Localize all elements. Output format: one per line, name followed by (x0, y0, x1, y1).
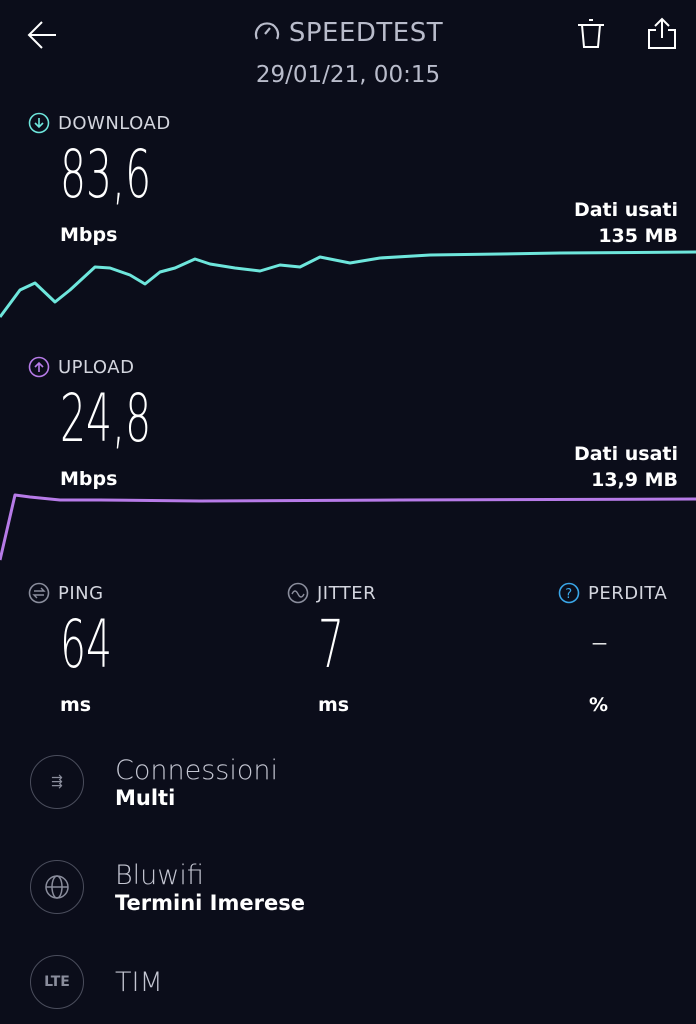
jitter-value: 7 (318, 606, 345, 683)
upload-line (0, 493, 696, 561)
back-button[interactable] (26, 18, 60, 56)
speedometer-icon (254, 22, 279, 40)
help-icon[interactable]: ? (558, 582, 580, 604)
upload-label: UPLOAD (28, 356, 134, 378)
download-icon (28, 112, 50, 134)
loss-unit: % (589, 694, 609, 716)
app-title: SPEEDTEST (0, 18, 696, 48)
loss-value: – (591, 622, 608, 662)
test-date: 29/01/21, 00:15 (255, 62, 441, 88)
download-value: 83,6 (60, 136, 152, 213)
upload-data-used: Dati usati 13,9 MB (573, 443, 678, 491)
upload-icon (28, 356, 50, 378)
upload-value: 24,8 (60, 380, 152, 457)
info-provider: Bluwifi Termini Imerese (30, 860, 305, 915)
jitter-icon (287, 582, 309, 604)
trash-icon (578, 19, 604, 48)
ping-value: 64 (60, 606, 113, 683)
ping-unit: ms (60, 694, 92, 716)
loss-label[interactable]: ? PERDITA (558, 582, 667, 604)
download-line (0, 250, 696, 318)
share-icon (648, 17, 676, 49)
share-button[interactable] (646, 16, 678, 54)
download-unit: Mbps (60, 224, 118, 246)
download-data-used: Dati usati 135 MB (573, 199, 678, 247)
download-label: DOWNLOAD (28, 112, 171, 134)
info-connections: ⇶ Connessioni Multi (30, 755, 278, 810)
ping-icon (28, 582, 50, 604)
globe-icon (30, 860, 84, 914)
delete-button[interactable] (576, 18, 606, 54)
arrow-left-icon (27, 21, 56, 49)
lte-icon: LTE (30, 955, 84, 1009)
jitter-label: JITTER (287, 582, 376, 604)
jitter-unit: ms (318, 694, 350, 716)
info-carrier: LTE TIM (30, 955, 163, 1009)
ping-label: PING (28, 582, 104, 604)
connections-icon: ⇶ (30, 755, 84, 809)
upload-unit: Mbps (60, 468, 118, 490)
svg-text:?: ? (565, 587, 572, 602)
